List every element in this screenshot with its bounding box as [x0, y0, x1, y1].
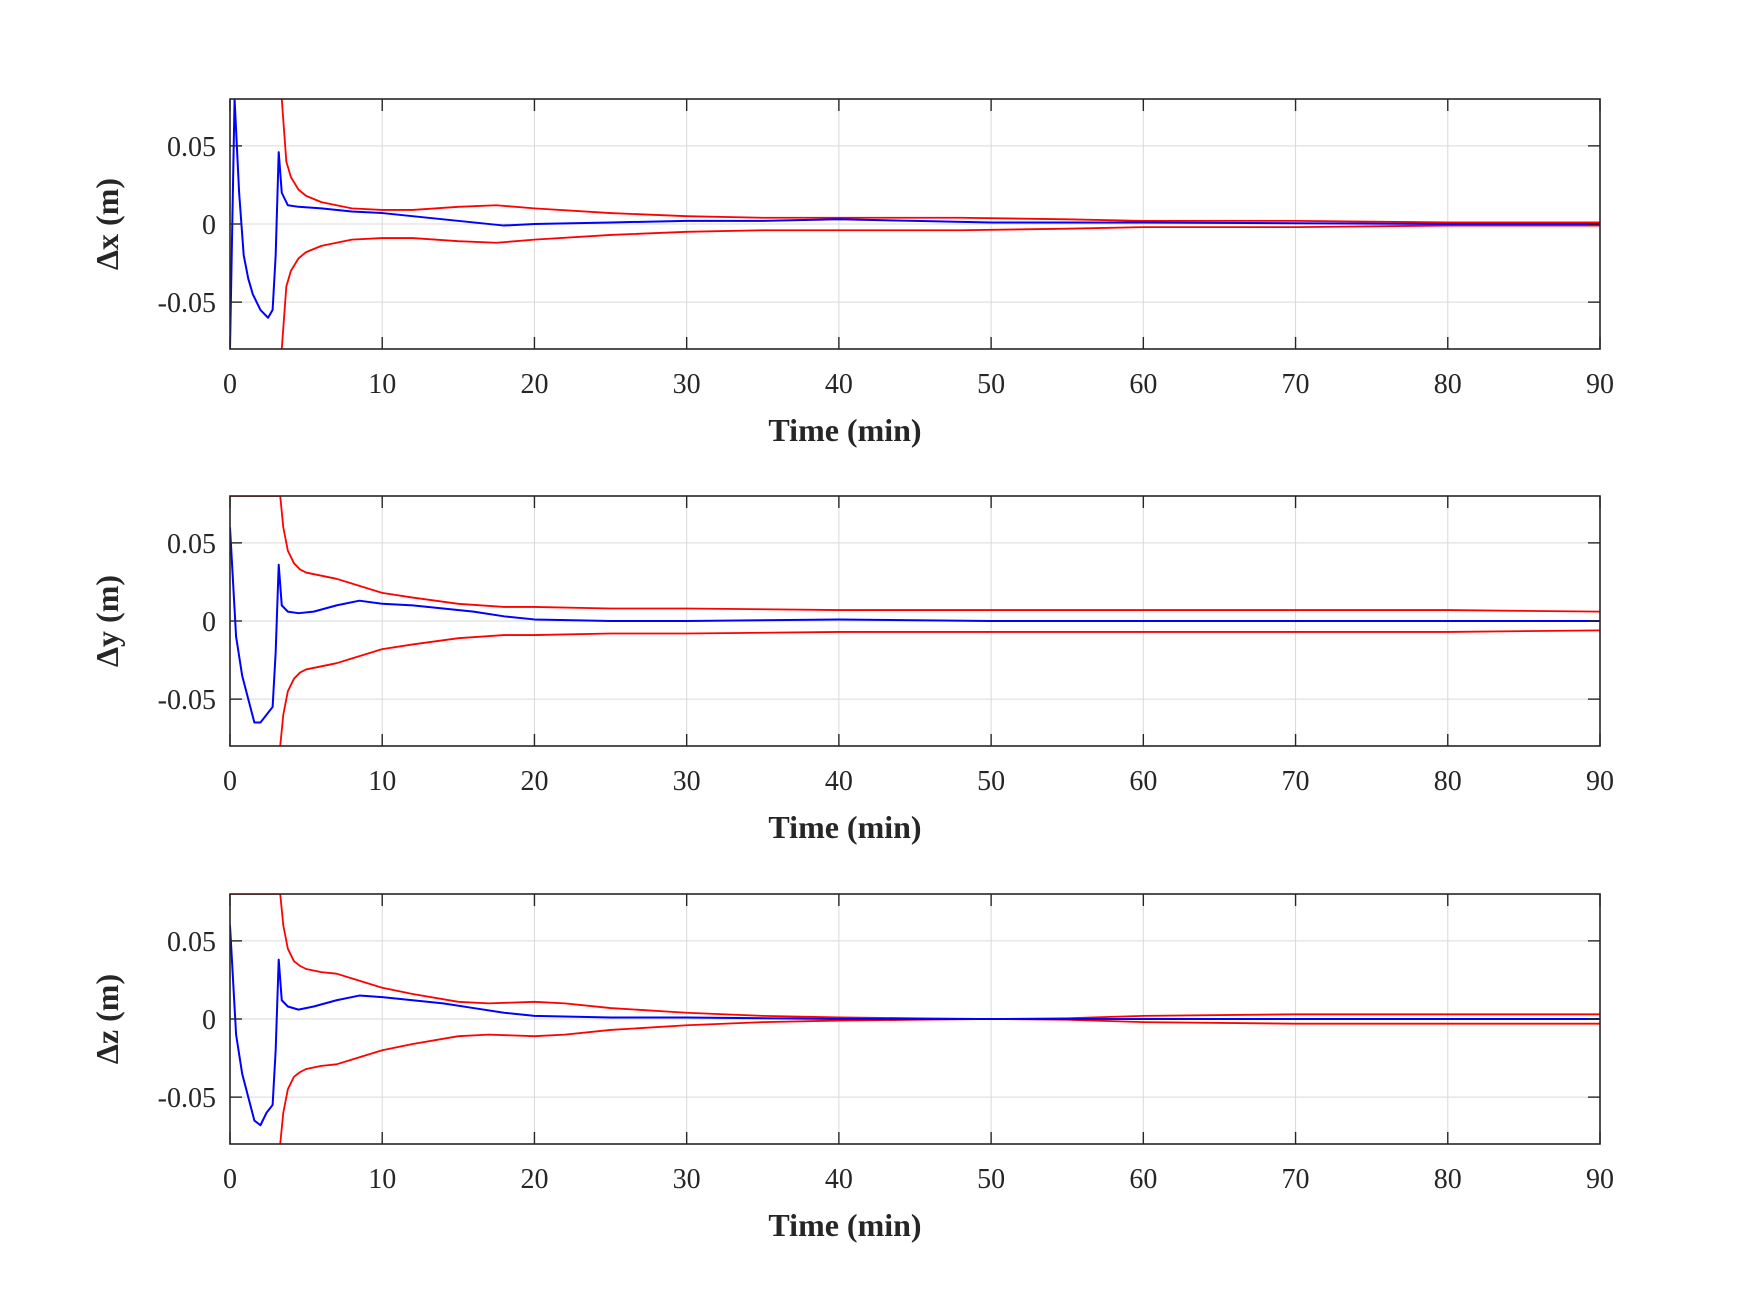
x-tick-label: 60 — [1129, 766, 1157, 797]
x-tick-label: 20 — [520, 1164, 548, 1195]
y-tick-label: 0 — [202, 607, 216, 638]
chart-panel-dx: 0 10 20 30 40 50 60 70 80 90 -0.05 0 0.05 Time (min) Δ… — [89, 98, 1614, 448]
x-tick-label: 0 — [223, 766, 237, 797]
x-tick-label: 30 — [673, 766, 701, 797]
x-tick-label: 70 — [1282, 1164, 1310, 1195]
plot-area — [230, 894, 1600, 1144]
y-axis-label: Δx (m) — [89, 178, 125, 270]
y-axis-label: Δy (m) — [89, 575, 125, 667]
x-tick-label: 70 — [1282, 369, 1310, 400]
chart-panel-dy: 0 10 20 30 40 50 60 70 80 90 -0.05 0 0.05 Time (min) Δ… — [89, 495, 1614, 845]
x-tick-label: 40 — [825, 369, 853, 400]
plot-area — [230, 99, 1600, 349]
x-tick-label: 80 — [1434, 1164, 1462, 1195]
y-tick-label: -0.05 — [158, 288, 216, 319]
x-tick-label: 40 — [825, 766, 853, 797]
x-tick-label: 30 — [673, 1164, 701, 1195]
x-tick-label: 20 — [520, 369, 548, 400]
y-tick-label: 0.05 — [167, 529, 216, 560]
error-line — [230, 527, 1600, 724]
chart-panel-dz: 0 10 20 30 40 50 60 70 80 90 -0.05 0 0.05 Time (min) Δ… — [89, 893, 1614, 1243]
x-tick-label: 30 — [673, 369, 701, 400]
x-tick-label: 0 — [223, 1164, 237, 1195]
x-tick-label: 50 — [977, 766, 1005, 797]
upper-bound-line — [280, 99, 1600, 224]
lower-bound-line — [279, 1018, 1600, 1144]
plot-area — [230, 496, 1600, 746]
x-tick-label: 50 — [977, 369, 1005, 400]
x-axis-label: Time (min) — [768, 1207, 921, 1243]
y-tick-label: 0 — [202, 210, 216, 241]
x-tick-label: 80 — [1434, 766, 1462, 797]
y-tick-label: 0.05 — [167, 132, 216, 163]
y-tick-label: 0.05 — [167, 927, 216, 958]
y-axis-label: Δz (m) — [89, 974, 125, 1064]
y-tick-label: -0.05 — [158, 1083, 216, 1114]
x-tick-label: 90 — [1586, 369, 1614, 400]
y-tick-label: -0.05 — [158, 685, 216, 716]
x-tick-label: 80 — [1434, 369, 1462, 400]
x-tick-label: 60 — [1129, 1164, 1157, 1195]
error-line — [230, 925, 1600, 1127]
lower-bound-line — [280, 224, 1600, 349]
x-tick-label: 20 — [520, 766, 548, 797]
x-tick-label: 70 — [1282, 766, 1310, 797]
y-tick-label: 0 — [202, 1005, 216, 1036]
x-tick-label: 50 — [977, 1164, 1005, 1195]
x-tick-label: 10 — [368, 1164, 396, 1195]
x-tick-label: 40 — [825, 1164, 853, 1195]
x-tick-label: 90 — [1586, 1164, 1614, 1195]
x-tick-label: 90 — [1586, 766, 1614, 797]
x-tick-label: 10 — [368, 369, 396, 400]
error-line — [230, 99, 1600, 349]
x-tick-label: 60 — [1129, 369, 1157, 400]
upper-bound-line — [230, 496, 1600, 613]
lower-bound-line — [279, 629, 1600, 746]
x-axis-label: Time (min) — [768, 412, 921, 448]
x-axis-label: Time (min) — [768, 809, 921, 845]
x-tick-label: 0 — [223, 369, 237, 400]
x-tick-label: 10 — [368, 766, 396, 797]
